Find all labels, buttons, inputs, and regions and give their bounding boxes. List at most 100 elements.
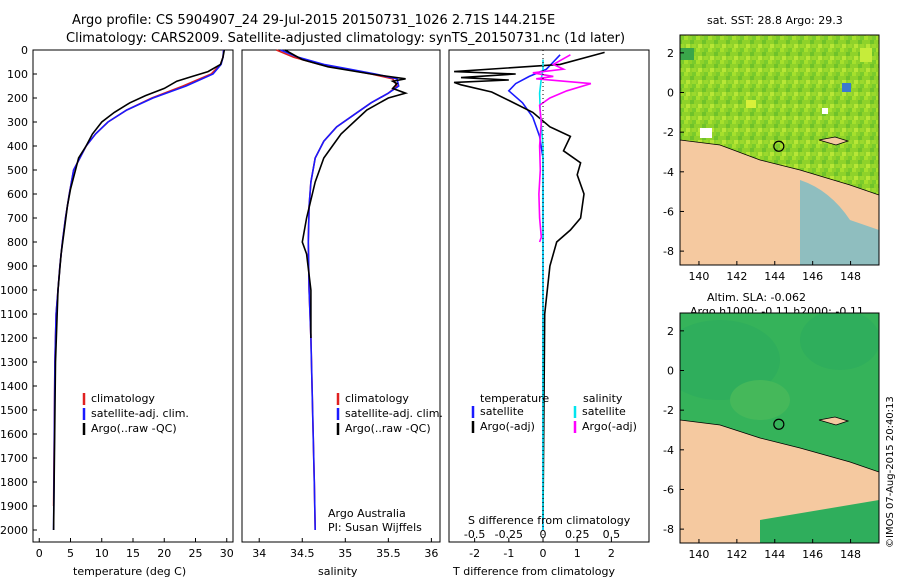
- legend-label: satellite: [582, 405, 626, 418]
- difference-legend: temperature satellite Argo(-adj) salinit…: [471, 392, 637, 433]
- x-tick-label: 35: [338, 547, 352, 560]
- argo-position-marker: [773, 140, 785, 152]
- lon-tick-label: 142: [726, 270, 747, 283]
- sla-map-frame: [679, 312, 880, 544]
- sst-map-field: [680, 35, 879, 265]
- x-tick-label: 2: [608, 547, 615, 560]
- depth-tick-label: 1100: [0, 308, 28, 321]
- depth-tick-label: 1600: [0, 428, 28, 441]
- series-line-argo-raw-qc-: [284, 49, 409, 338]
- lon-tick-label: 144: [764, 548, 785, 561]
- depth-tick-label: 1000: [0, 284, 28, 297]
- header-line2: Climatology: CARS2009. Satellite-adjuste…: [66, 31, 625, 46]
- lat-tick-label: 2: [667, 325, 674, 338]
- salinity-xlabel: salinity: [318, 565, 358, 578]
- series-line-salinity-argo-adj-: [532, 54, 592, 243]
- lon-tick-label: 146: [802, 548, 823, 561]
- legend-label: satellite-adj. clim.: [345, 407, 443, 420]
- depth-tick-label: 200: [7, 92, 28, 105]
- lat-tick-label: -4: [663, 166, 674, 179]
- depth-tick-label: 400: [7, 140, 28, 153]
- legend-label: Argo(-adj): [480, 420, 535, 433]
- x-tick-label: 30: [220, 547, 234, 560]
- salinity-frame: [241, 49, 441, 543]
- lon-tick-label: 140: [688, 548, 709, 561]
- depth-tick-label: 100: [7, 68, 28, 81]
- temperature-xlabel: temperature (deg C): [73, 565, 186, 578]
- credit-pi: PI: Susan Wijffels: [328, 521, 422, 534]
- temperature-legend: climatology satellite-adj. clim. Argo(..…: [82, 392, 189, 435]
- lat-tick-label: -4: [663, 444, 674, 457]
- lat-tick-label: -8: [663, 523, 674, 536]
- temperature-panel: 0 5 10 15 20 25 30: [33, 49, 234, 560]
- lon-tick-label: 148: [840, 270, 861, 283]
- x-tick-label: -1: [503, 547, 514, 560]
- copyright-stamp: ©IMOS 07-Aug-2015 20:40:13: [885, 396, 896, 548]
- lat-tick-label: 0: [667, 87, 674, 100]
- lon-tick-label: 148: [840, 548, 861, 561]
- depth-axis: 0 100 200 300 400 500 600 700 800 900 1000 1100 1200…: [0, 44, 37, 537]
- difference-top-label: S difference from climatology: [468, 514, 631, 527]
- x-tick-label: 5: [67, 547, 74, 560]
- x-tick-label: 25: [189, 547, 203, 560]
- sst-map-title: sat. SST: 28.8 Argo: 29.3: [707, 14, 843, 27]
- s-tick-label: 0: [540, 528, 547, 541]
- legend-heading-temperature: temperature: [480, 392, 549, 405]
- depth-tick-label: 300: [7, 116, 28, 129]
- depth-tick-label: 1500: [0, 404, 28, 417]
- depth-tick-label: 1700: [0, 452, 28, 465]
- depth-tick-label: 1200: [0, 332, 28, 345]
- x-tick-label: 35.5: [376, 547, 401, 560]
- lat-tick-label: -6: [663, 483, 674, 496]
- legend-label: Argo(..raw -QC): [91, 422, 177, 435]
- depth-tick-label: 0: [21, 44, 28, 57]
- salinity-panel: 34 34.5 35 35.5 36: [252, 49, 438, 560]
- difference-frame: [448, 49, 650, 543]
- legend-label: climatology: [345, 392, 409, 405]
- x-tick-label: 0: [36, 547, 43, 560]
- lon-tick-label: 144: [764, 270, 785, 283]
- sla-map-field: [680, 313, 879, 543]
- x-tick-label: 36: [424, 547, 438, 560]
- depth-tick-label: 2000: [0, 524, 28, 537]
- salinity-legend: climatology satellite-adj. clim. Argo(..…: [336, 392, 443, 435]
- legend-label: Argo(-adj): [582, 420, 637, 433]
- depth-tick-label: 1900: [0, 500, 28, 513]
- x-tick-label: 15: [126, 547, 140, 560]
- legend-label: satellite: [480, 405, 524, 418]
- lat-tick-label: 0: [667, 365, 674, 378]
- series-line-climatology: [276, 49, 399, 531]
- x-tick-label: 0: [540, 547, 547, 560]
- sst-map-frame: [679, 34, 880, 266]
- header-line1: Argo profile: CS 5904907_24 29-Jul-2015 …: [72, 13, 555, 28]
- legend-heading-salinity: salinity: [583, 392, 623, 405]
- depth-tick-label: 500: [7, 164, 28, 177]
- lat-tick-label: -2: [663, 404, 674, 417]
- series-line-climatology: [52, 49, 225, 507]
- difference-panel: -2 -1 0 1 2 -0.5 -0.25 0 0.25 0.5: [453, 50, 621, 560]
- lat-tick-label: 2: [667, 47, 674, 60]
- lat-tick-label: -6: [663, 205, 674, 218]
- legend-label: climatology: [91, 392, 155, 405]
- s-tick-label: 0.25: [565, 528, 590, 541]
- series-line-argo-raw-qc-: [52, 49, 226, 531]
- argo-position-marker: [773, 418, 785, 430]
- series-line-satellite-adj-clim-: [280, 49, 400, 531]
- x-tick-label: -2: [469, 547, 480, 560]
- legend-label: Argo(..raw -QC): [345, 422, 431, 435]
- lat-tick-label: -8: [663, 245, 674, 258]
- series-line-temperature-satellite: [507, 54, 561, 530]
- x-tick-label: 34.5: [290, 547, 315, 560]
- lon-tick-label: 146: [802, 270, 823, 283]
- depth-tick-label: 1800: [0, 476, 28, 489]
- lon-tick-label: 140: [688, 270, 709, 283]
- s-tick-label: -0.5: [464, 528, 485, 541]
- s-tick-label: 0.5: [603, 528, 621, 541]
- x-tick-label: 20: [157, 547, 171, 560]
- legend-label: satellite-adj. clim.: [91, 407, 189, 420]
- s-tick-label: -0.25: [495, 528, 523, 541]
- series-line-temperature-argo-adj-: [453, 51, 605, 519]
- lon-tick-label: 142: [726, 548, 747, 561]
- sla-map-axes: 140 142 144 146 148 -8 -6 -4 -2 0 2: [663, 325, 861, 561]
